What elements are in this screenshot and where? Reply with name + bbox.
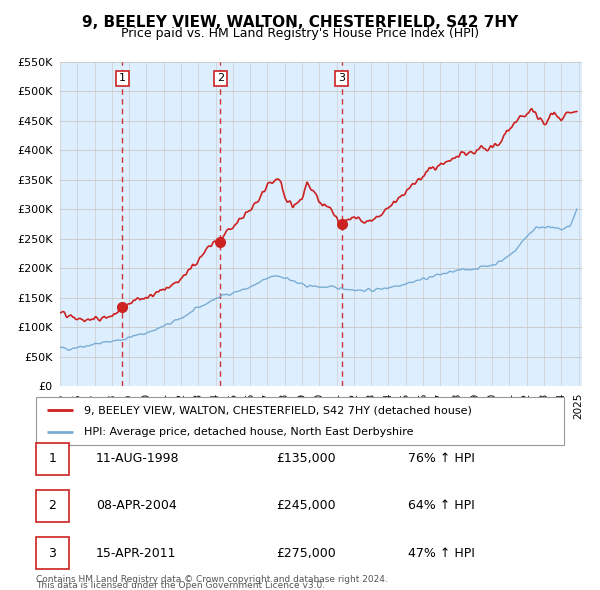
Text: HPI: Average price, detached house, North East Derbyshire: HPI: Average price, detached house, Nort… [83,427,413,437]
Text: 08-APR-2004: 08-APR-2004 [96,499,177,513]
Text: £275,000: £275,000 [276,546,336,560]
Text: 9, BEELEY VIEW, WALTON, CHESTERFIELD, S42 7HY: 9, BEELEY VIEW, WALTON, CHESTERFIELD, S4… [82,15,518,30]
Text: 15-APR-2011: 15-APR-2011 [96,546,176,560]
Text: 76% ↑ HPI: 76% ↑ HPI [408,452,475,466]
Text: £135,000: £135,000 [276,452,335,466]
Text: 2: 2 [217,74,224,83]
Text: Contains HM Land Registry data © Crown copyright and database right 2024.: Contains HM Land Registry data © Crown c… [36,575,388,584]
Text: This data is licensed under the Open Government Licence v3.0.: This data is licensed under the Open Gov… [36,581,325,590]
Text: 1: 1 [119,74,126,83]
Text: 47% ↑ HPI: 47% ↑ HPI [408,546,475,560]
Text: 3: 3 [338,74,345,83]
Text: 3: 3 [49,546,56,560]
Text: 9, BEELEY VIEW, WALTON, CHESTERFIELD, S42 7HY (detached house): 9, BEELEY VIEW, WALTON, CHESTERFIELD, S4… [83,405,472,415]
Text: 2: 2 [49,499,56,513]
Text: Price paid vs. HM Land Registry's House Price Index (HPI): Price paid vs. HM Land Registry's House … [121,27,479,40]
Text: 64% ↑ HPI: 64% ↑ HPI [408,499,475,513]
Text: 1: 1 [49,452,56,466]
Text: 11-AUG-1998: 11-AUG-1998 [96,452,179,466]
FancyBboxPatch shape [36,397,564,445]
Text: £245,000: £245,000 [276,499,335,513]
